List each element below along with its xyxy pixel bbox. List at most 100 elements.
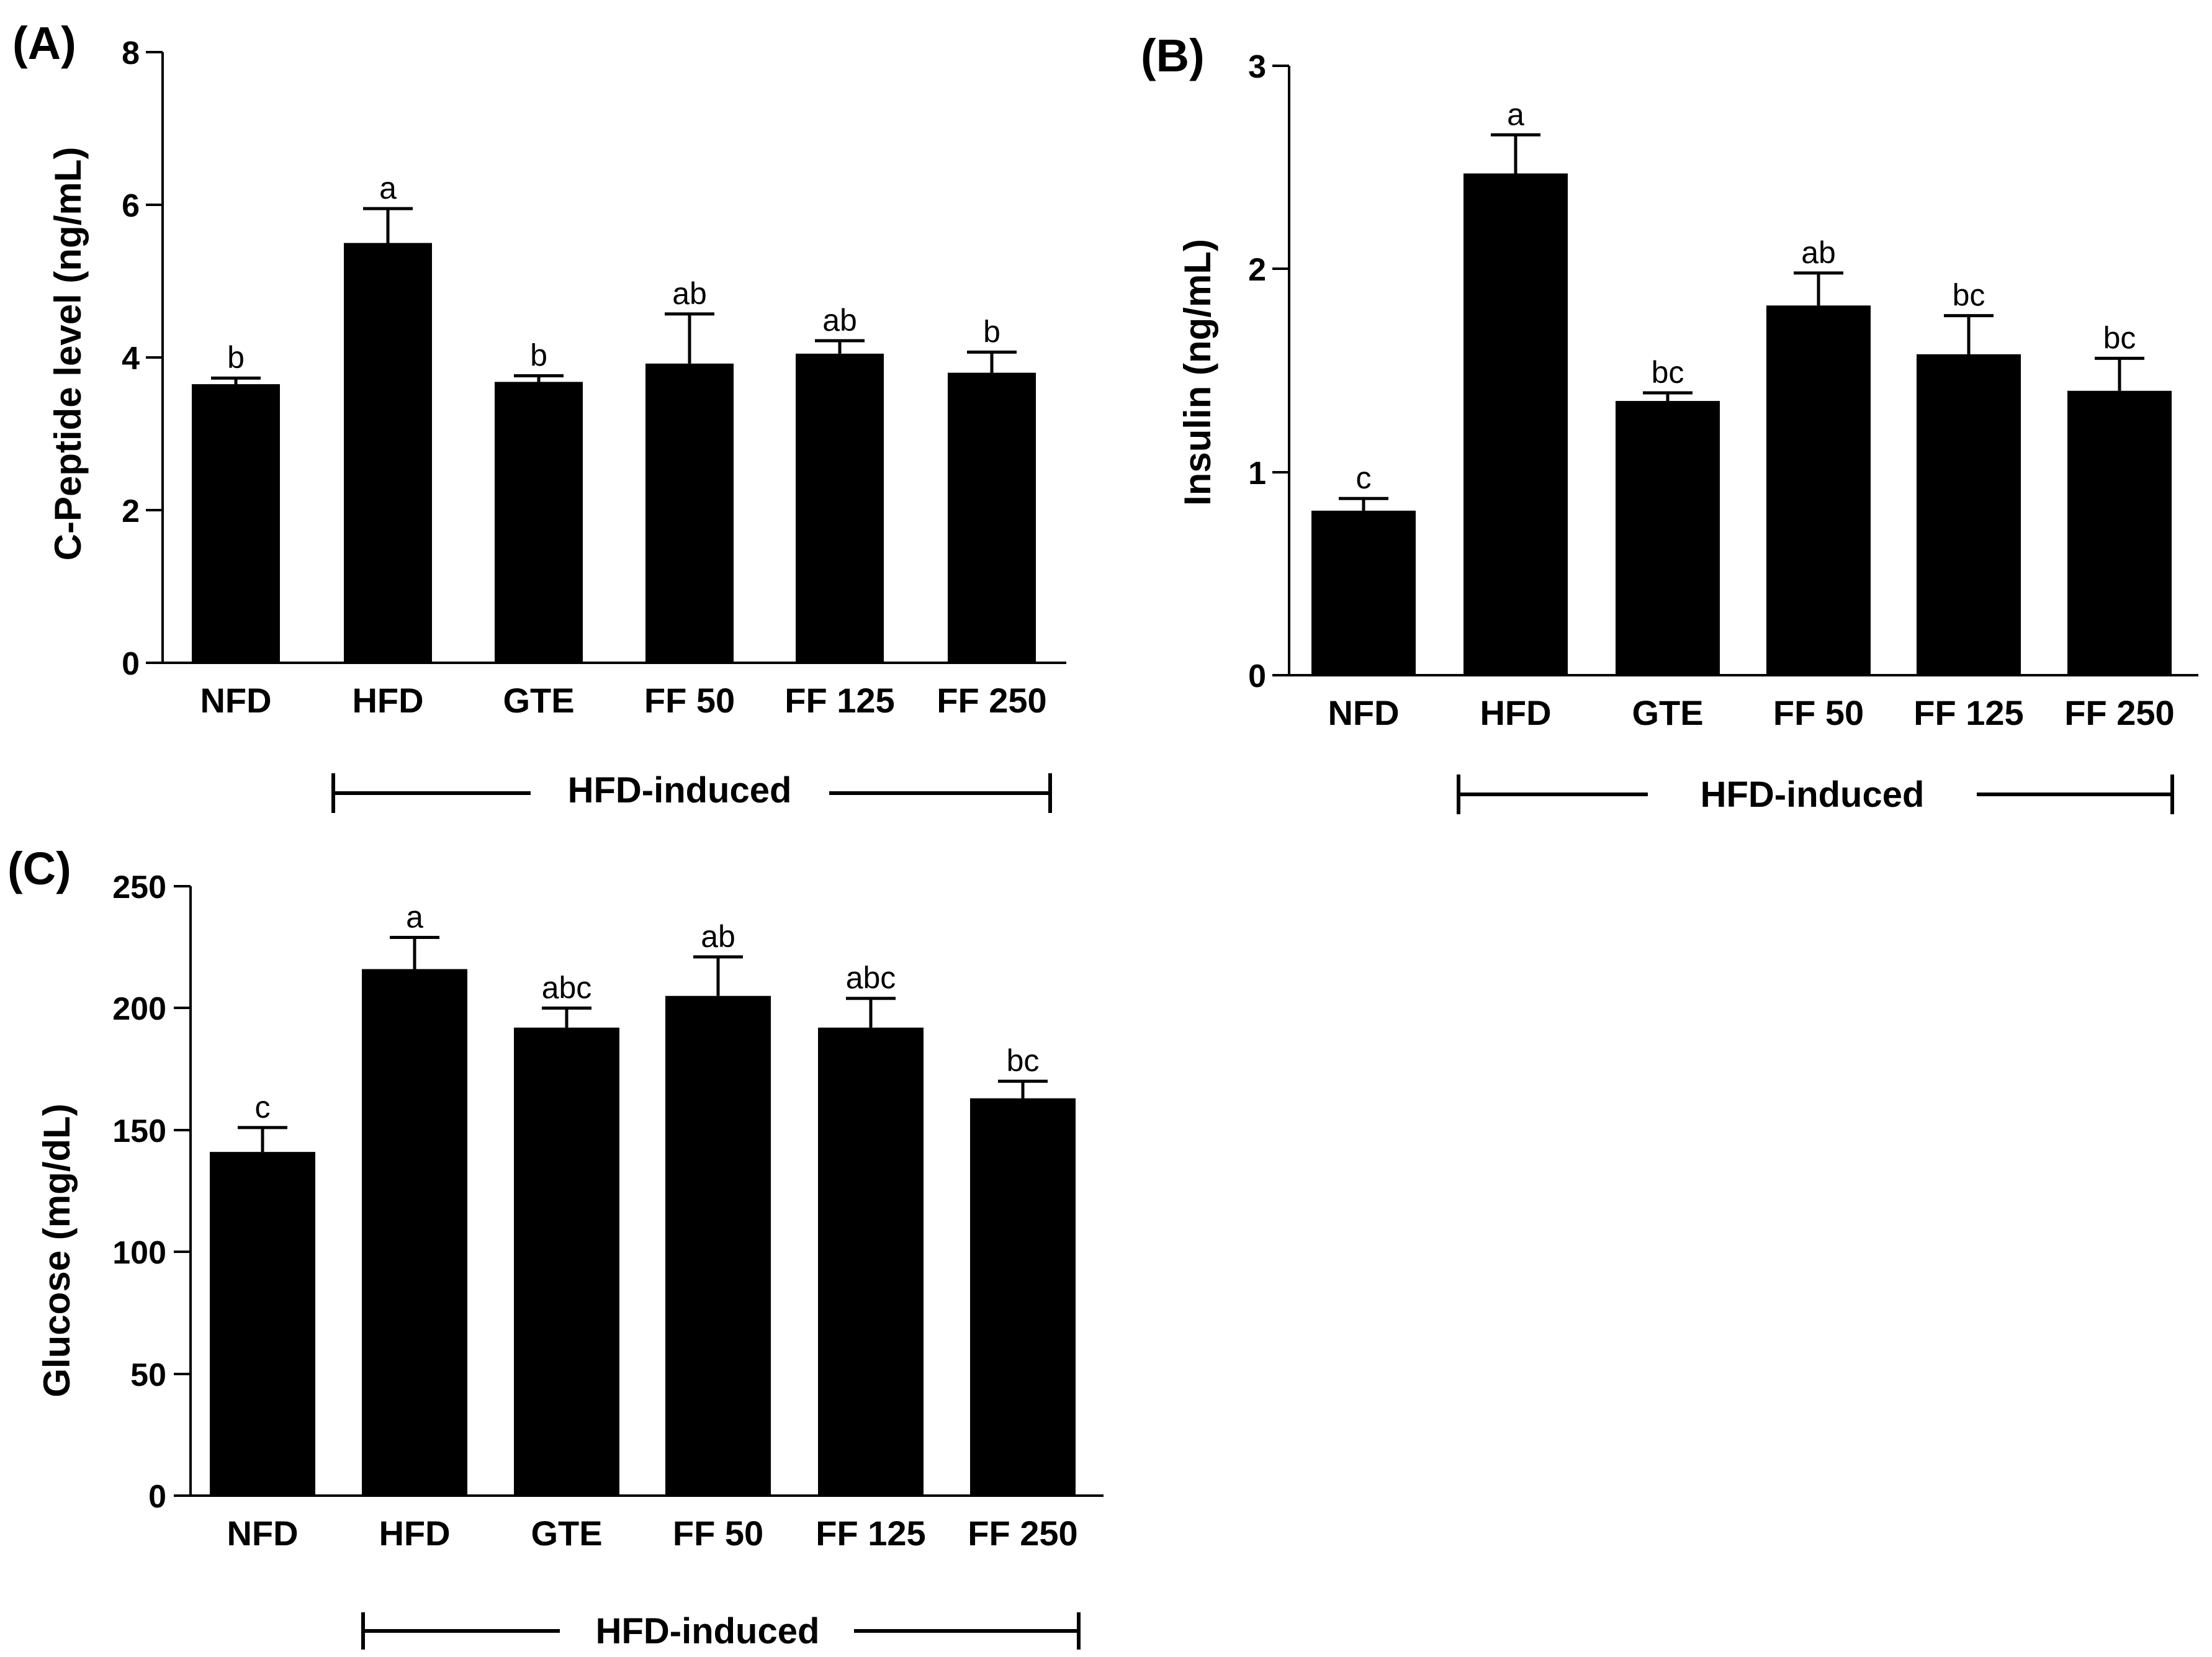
panel-c-y-tick-label: 100 [112, 1235, 166, 1271]
sig-letter-gte: bc [1652, 355, 1684, 390]
panel-c-y-tick-label: 50 [130, 1357, 166, 1393]
error-bar-hfd [363, 207, 413, 243]
panel-c-y-tick-label: 150 [112, 1113, 166, 1149]
sig-letter-ff50: ab [1801, 235, 1836, 270]
bar-ff125 [796, 353, 884, 663]
panel-a: (A) C-Peptide level (ng/mL) 8 6 4 2 0 [12, 17, 1066, 813]
x-tick-label-hfd: HFD [1480, 693, 1551, 732]
bar-ff50 [665, 995, 771, 1496]
sig-letter-nfd: b [227, 340, 245, 375]
bar-hfd [362, 969, 467, 1496]
x-tick-label-nfd: NFD [227, 1514, 298, 1553]
error-bar-ff50 [693, 955, 743, 996]
sig-letter-ff125: abc [846, 961, 896, 995]
x-tick-label-gte: GTE [1632, 693, 1703, 732]
x-tick-label-gte: GTE [503, 681, 574, 720]
panel-b-group-label: HFD-induced [1701, 775, 1925, 815]
error-bar-ff50 [1794, 271, 1843, 306]
x-tick-label-ff50: FF 50 [1773, 693, 1864, 732]
error-bar-ff125 [846, 997, 896, 1028]
bar-ff250 [948, 372, 1036, 663]
panel-c-y-tick-label: 0 [148, 1479, 166, 1515]
bar-ff125 [1917, 354, 2021, 675]
panel-c-y-tick-label: 250 [112, 869, 166, 905]
panel-b-y-tick-label: 2 [1248, 252, 1266, 288]
panel-c-bars [210, 969, 1076, 1496]
bar-ff125 [818, 1027, 924, 1496]
panel-b-x-tick-labels: NFD HFD GTE FF 50 FF 125 FF 250 [1328, 693, 2174, 732]
error-bar-nfd [1339, 496, 1388, 511]
panel-c-letter: (C) [7, 843, 71, 894]
x-tick-label-ff50: FF 50 [644, 681, 735, 720]
panel-b-significance: c a bc ab bc bc [1356, 97, 2136, 495]
sig-letter-hfd: a [1507, 97, 1524, 132]
sig-letter-nfd: c [1356, 460, 1372, 495]
bar-nfd [210, 1152, 315, 1496]
panel-b-y-axis-label: Insulin (ng/mL) [1177, 239, 1218, 506]
panel-c-error-bars [238, 935, 1048, 1152]
panel-a-bars [192, 243, 1036, 663]
sig-letter-ff250: bc [1007, 1043, 1040, 1078]
error-bar-ff50 [665, 312, 714, 364]
x-tick-label-hfd: HFD [352, 681, 423, 720]
bar-ff250 [970, 1098, 1076, 1496]
panel-c-group-bracket: HFD-induced [361, 1611, 1081, 1651]
error-bar-ff125 [1944, 314, 1994, 354]
panel-b-y-tick-label: 0 [1248, 658, 1266, 694]
panel-c-y-tick-label: 200 [112, 991, 166, 1027]
x-tick-label-ff125: FF 125 [785, 681, 894, 720]
error-bar-hfd [1491, 133, 1540, 174]
x-tick-label-ff250: FF 250 [937, 681, 1046, 720]
x-tick-label-nfd: NFD [1328, 693, 1399, 732]
bar-gte [514, 1027, 619, 1496]
sig-letter-hfd: a [406, 899, 423, 934]
error-bar-gte [542, 1006, 591, 1028]
error-bar-nfd [238, 1126, 287, 1152]
bar-ff250 [2067, 390, 2172, 675]
panel-a-letter: (A) [12, 17, 76, 69]
error-bar-ff250 [967, 350, 1017, 373]
panel-a-group-bracket: HFD-induced [331, 770, 1052, 813]
bar-gte [495, 382, 583, 663]
sig-letter-ff125: ab [822, 303, 857, 338]
x-tick-label-ff50: FF 50 [673, 1514, 763, 1553]
panel-a-x-tick-labels: NFD HFD GTE FF 50 FF 125 FF 250 [200, 681, 1046, 720]
x-tick-label-gte: GTE [531, 1514, 602, 1553]
panel-b-y-tick-label: 3 [1248, 49, 1266, 85]
panel-a-y-tick-label: 4 [122, 341, 140, 377]
x-tick-label-nfd: NFD [200, 681, 271, 720]
error-bar-ff250 [2095, 356, 2144, 391]
bar-hfd [1463, 173, 1568, 675]
error-bar-nfd [211, 376, 261, 385]
error-bar-gte [1643, 391, 1693, 402]
bar-ff50 [645, 363, 734, 663]
error-bar-ff125 [815, 339, 865, 354]
panel-c-group-label: HFD-induced [596, 1611, 820, 1651]
bar-gte [1616, 401, 1720, 675]
panel-c-y-axis-label: Glucose (mg/dL) [36, 1103, 78, 1397]
sig-letter-nfd: c [255, 1090, 271, 1125]
panel-b-y-tick-label: 1 [1248, 456, 1266, 492]
sig-letter-ff50: ab [672, 276, 707, 311]
panel-b-y-axis: 3 2 1 0 [1248, 49, 1290, 694]
bar-nfd [1311, 510, 1416, 675]
bar-hfd [344, 243, 432, 663]
panel-a-y-axis: 8 6 4 2 0 [122, 35, 164, 682]
panel-a-error-bars [211, 207, 1017, 385]
panel-b-group-bracket: HFD-induced [1457, 775, 2174, 815]
sig-letter-ff250: bc [2103, 320, 2136, 355]
sig-letter-ff250: b [983, 314, 1000, 349]
panel-a-significance: b a b ab ab b [227, 171, 1000, 375]
panel-b: (B) Insulin (ng/mL) 3 2 1 0 [1141, 30, 2198, 815]
panel-a-y-tick-label: 8 [122, 35, 140, 71]
error-bar-ff250 [998, 1079, 1048, 1098]
panel-b-letter: (B) [1141, 30, 1205, 81]
panel-c-x-tick-labels: NFD HFD GTE FF 50 FF 125 FF 250 [227, 1514, 1077, 1553]
x-tick-label-ff250: FF 250 [2064, 693, 2174, 732]
sig-letter-gte: b [530, 338, 547, 373]
x-tick-label-ff250: FF 250 [968, 1514, 1077, 1553]
panel-a-y-tick-label: 2 [122, 493, 140, 529]
panel-a-y-tick-label: 0 [122, 646, 140, 682]
x-tick-label-hfd: HFD [379, 1514, 450, 1553]
